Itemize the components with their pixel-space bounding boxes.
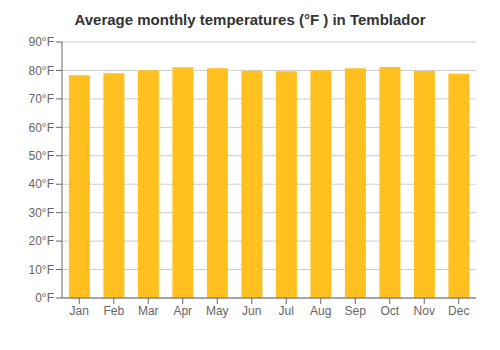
svg-text:Apr: Apr xyxy=(173,304,192,318)
svg-text:Nov: Nov xyxy=(414,304,435,318)
svg-text:50°F: 50°F xyxy=(29,149,54,163)
svg-text:0°F: 0°F xyxy=(35,291,54,305)
svg-text:40°F: 40°F xyxy=(29,177,54,191)
svg-text:Mar: Mar xyxy=(138,304,159,318)
svg-text:Sep: Sep xyxy=(345,304,367,318)
svg-text:80°F: 80°F xyxy=(29,64,54,78)
svg-text:Oct: Oct xyxy=(380,304,399,318)
svg-text:Aug: Aug xyxy=(310,304,331,318)
svg-text:30°F: 30°F xyxy=(29,206,54,220)
svg-text:Feb: Feb xyxy=(103,304,124,318)
svg-text:20°F: 20°F xyxy=(29,234,54,248)
svg-text:Dec: Dec xyxy=(448,304,469,318)
svg-text:Jul: Jul xyxy=(279,304,294,318)
svg-text:Jun: Jun xyxy=(242,304,261,318)
html-text:Average monthly temperatures (: Average monthly temperatures (°F ) in Te… xyxy=(74,11,426,28)
svg-text:May: May xyxy=(206,304,229,318)
svg-text:Jan: Jan xyxy=(70,304,89,318)
svg-text:70°F: 70°F xyxy=(29,92,54,106)
svg-text:90°F: 90°F xyxy=(29,35,54,49)
svg-text:10°F: 10°F xyxy=(29,263,54,277)
svg-text:60°F: 60°F xyxy=(29,121,54,135)
